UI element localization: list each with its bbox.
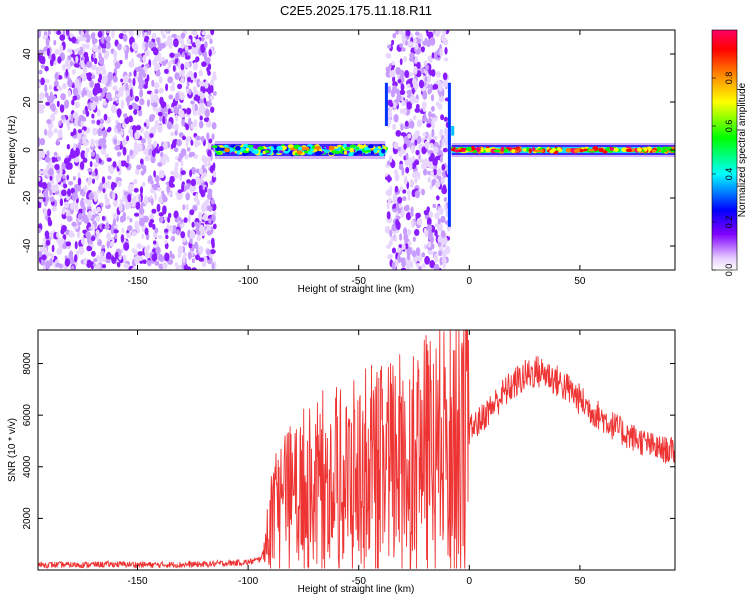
chart-title: C2E5.2025.175.11.18.R11 (280, 3, 432, 18)
x-tick-label: 0 (467, 576, 473, 587)
spectrogram-chirp-2 (451, 126, 455, 136)
y-tick-label: 4000 (22, 455, 33, 478)
colorbar-tick-label: 0.8 (724, 72, 734, 85)
spectrogram-panel: -150 -100 -50 0 50 -40 -20 0 20 40 Height of stra… (7, 29, 676, 295)
snr-x-label: Height of straight line (km) (298, 584, 415, 595)
spectrogram-region-2 (384, 30, 452, 270)
y-tick-label: -20 (22, 190, 33, 205)
colorbar-tick-label: 0.0 (724, 264, 734, 277)
y-tick-label: 6000 (22, 404, 33, 427)
colorbar-ticks: 0.0 0.2 0.4 0.6 0.8 (712, 72, 734, 277)
x-tick-label: 0 (467, 276, 473, 287)
x-tick-label: 50 (574, 576, 586, 587)
spectrogram-ticks: -150 -100 -50 0 50 -40 -20 0 20 40 (22, 30, 675, 287)
colorbar: 0.0 0.2 0.4 0.6 0.8 Normalized spectral ampl… (711, 29, 748, 277)
spectrogram-region-3 (449, 143, 675, 157)
snr-frame (37, 329, 676, 571)
y-tick-label: 0 (22, 147, 33, 153)
x-tick-label: 50 (574, 276, 586, 287)
colorbar-frame (711, 29, 738, 271)
spectrogram-y-label: Frequency (Hz) (7, 116, 18, 185)
colorbar-tick-label: 0.4 (724, 168, 734, 181)
spectrogram-region-1 (211, 141, 389, 159)
x-tick-label: -50 (351, 276, 366, 287)
x-tick-label: -100 (238, 276, 258, 287)
spectrogram-marks (38, 30, 675, 270)
x-tick-label: -150 (128, 576, 148, 587)
snr-ticks: -150 -100 -50 0 50 2000 4000 6000 8000 (22, 330, 675, 587)
snr-panel: -150 -100 -50 0 50 2000 4000 6000 8000 Height of… (7, 329, 676, 595)
y-tick-label: 40 (22, 48, 33, 60)
y-tick-label: 8000 (22, 352, 33, 375)
colorbar-tick-label: 0.6 (724, 120, 734, 133)
y-tick-label: -40 (22, 238, 33, 253)
snr-marks (38, 330, 675, 569)
snr-series-line (38, 330, 675, 569)
spectrogram-region-0 (38, 30, 218, 270)
colorbar-gradient (712, 30, 737, 270)
x-tick-label: -150 (128, 276, 148, 287)
colorbar-label: Normalized spectral amplitude (737, 82, 748, 217)
snr-y-label: SNR (10 * v/v) (7, 418, 18, 482)
x-tick-label: -50 (351, 576, 366, 587)
y-tick-label: 2000 (22, 507, 33, 530)
x-tick-label: -100 (238, 576, 258, 587)
y-tick-label: 20 (22, 96, 33, 108)
spectrogram-chirp-0 (384, 82, 388, 126)
spectrogram-x-label: Height of straight line (km) (298, 284, 415, 295)
colorbar-tick-label: 0.2 (724, 216, 734, 229)
spectrogram-chirp-1 (447, 82, 451, 227)
